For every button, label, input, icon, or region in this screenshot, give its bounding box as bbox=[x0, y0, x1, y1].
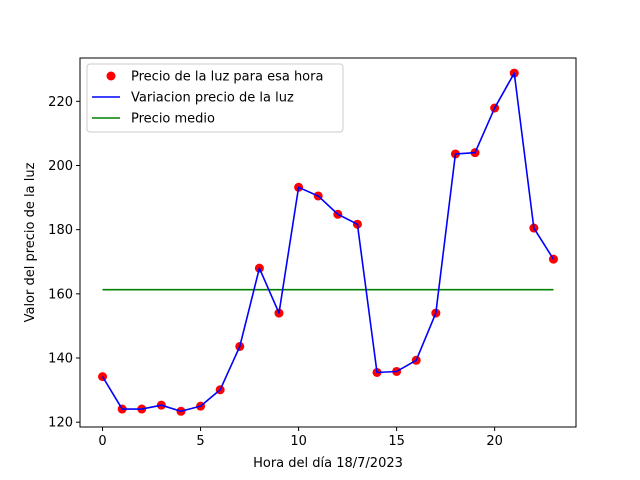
x-tick-label: 15 bbox=[388, 434, 405, 449]
x-tick-label: 20 bbox=[486, 434, 503, 449]
x-tick-label: 5 bbox=[196, 434, 204, 449]
x-axis: 0 5 10 15 20 bbox=[98, 427, 503, 449]
plot-area bbox=[98, 68, 558, 416]
y-tick-label: 180 bbox=[48, 223, 73, 238]
x-axis-label: Hora del día 18/7/2023 bbox=[253, 456, 403, 471]
y-tick-label: 200 bbox=[48, 159, 73, 174]
legend-box bbox=[86, 63, 344, 133]
x-tick-label: 0 bbox=[98, 434, 106, 449]
y-axis: 120 140 160 180 200 220 bbox=[48, 95, 80, 431]
legend: Precio de la luz para esa hora Variacion… bbox=[86, 63, 344, 133]
legend-label-line: Variacion precio de la luz bbox=[131, 91, 294, 106]
legend-label-scatter: Precio de la luz para esa hora bbox=[131, 70, 323, 85]
y-tick-label: 120 bbox=[48, 416, 73, 431]
y-tick-label: 220 bbox=[48, 95, 73, 110]
y-axis-label: Valor del precio de la luz bbox=[23, 162, 38, 322]
legend-label-mean: Precio medio bbox=[131, 112, 215, 127]
y-tick-label: 140 bbox=[48, 352, 73, 367]
x-tick-label: 10 bbox=[290, 434, 307, 449]
price-variation-line bbox=[101, 72, 555, 413]
plot-frame bbox=[79, 57, 577, 428]
legend-marker-scatter bbox=[106, 71, 116, 81]
y-tick-label: 160 bbox=[48, 287, 73, 302]
